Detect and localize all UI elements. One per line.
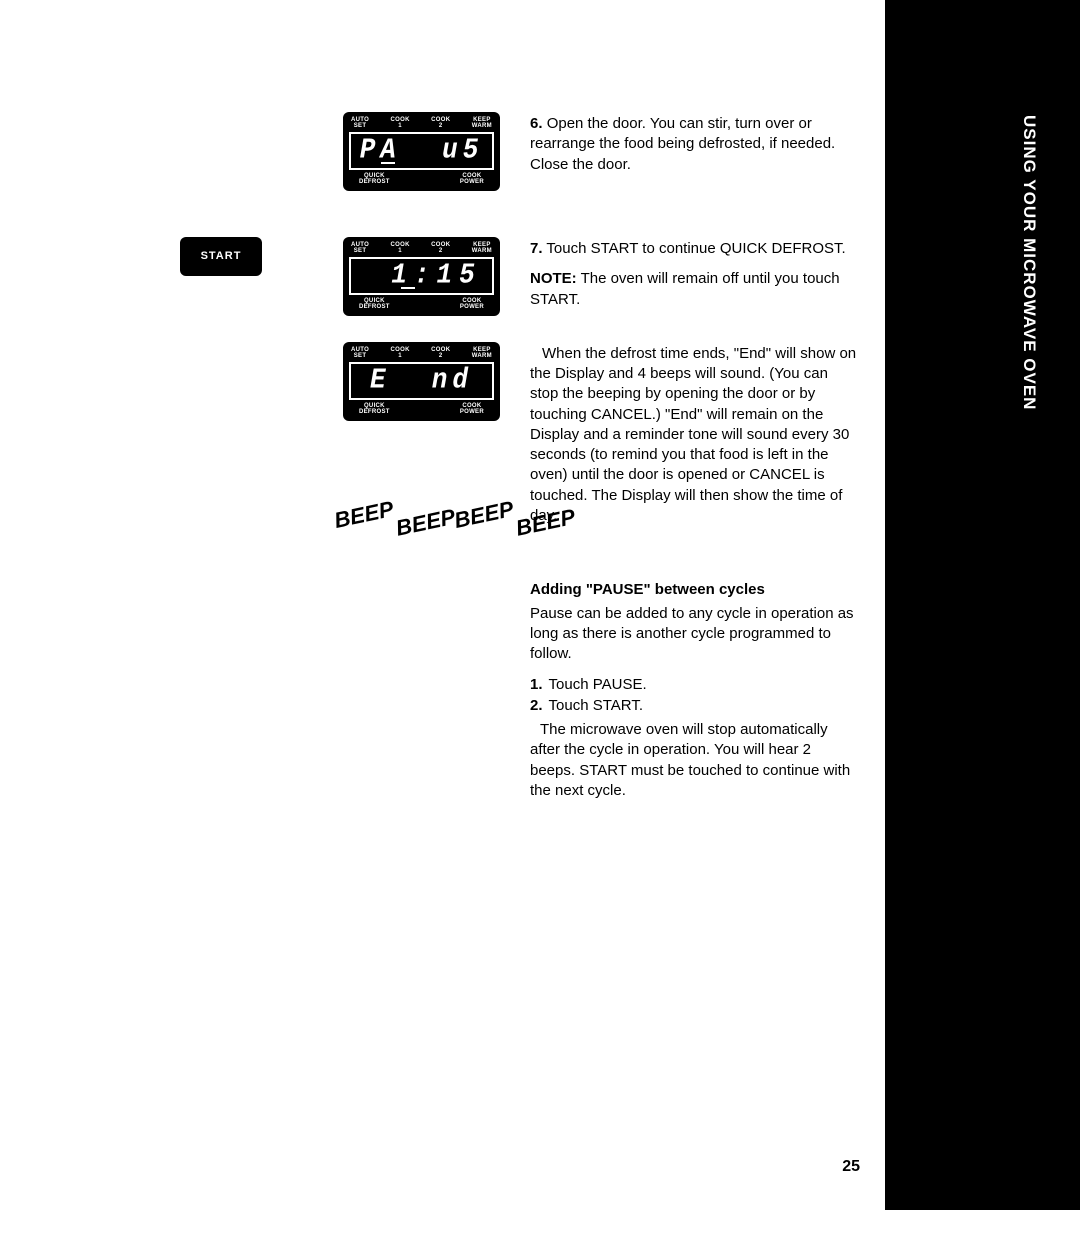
display-screen-3: E nd: [349, 362, 494, 400]
beep-3: BEEP: [452, 494, 517, 535]
row-step-6: AUTO SET COOK 1 COOK 2 KEEP WARM PA u5 Q…: [180, 112, 860, 191]
page-number: 25: [842, 1156, 860, 1178]
beep-2: BEEP: [393, 502, 458, 543]
note: NOTE: The oven will remain off until you…: [530, 269, 860, 310]
step-6-num: 6.: [530, 115, 543, 132]
label-auto-set: AUTO SET: [351, 117, 369, 129]
display-text-3: E nd: [370, 361, 473, 400]
step-6: 6. Open the door. You can stir, turn ove…: [530, 114, 860, 175]
pause-step-1-text: Touch PAUSE.: [549, 675, 647, 695]
label-cook-2: COOK 2: [431, 242, 450, 254]
display-panel-3: AUTO SET COOK 1 COOK 2 KEEP WARM E nd QU…: [343, 342, 500, 421]
step-7: 7. Touch START to continue QUICK DEFROST…: [530, 239, 860, 259]
display-screen-1: PA u5: [349, 132, 494, 170]
note-label: NOTE:: [530, 270, 577, 287]
pause-intro: Pause can be added to any cycle in opera…: [530, 604, 860, 665]
row-pause-section: Adding "PAUSE" between cycles Pause can …: [180, 578, 860, 802]
label-cook-1: COOK 1: [391, 117, 410, 129]
side-tab: USING YOUR MICROWAVE OVEN: [885, 0, 1080, 1210]
page-content: AUTO SET COOK 1 COOK 2 KEEP WARM PA u5 Q…: [180, 112, 860, 817]
note-text: The oven will remain off until you touch…: [530, 270, 840, 307]
label-cook-2: COOK 2: [431, 347, 450, 359]
pause-heading: Adding "PAUSE" between cycles: [530, 580, 860, 600]
step-7-num: 7.: [530, 240, 543, 257]
pause-step-2-text: Touch START.: [549, 696, 643, 716]
label-cook-2: COOK 2: [431, 117, 450, 129]
step-7-text: Touch START to continue QUICK DEFROST.: [546, 240, 845, 257]
label-auto-set: AUTO SET: [351, 242, 369, 254]
label-cook-power: COOK POWER: [460, 173, 484, 185]
label-auto-set: AUTO SET: [351, 347, 369, 359]
label-quick-defrost: QUICK DEFROST: [359, 173, 390, 185]
pause-step-2: 2. Touch START.: [530, 696, 860, 716]
pause-step-1: 1. Touch PAUSE.: [530, 675, 860, 695]
step-6-text: Open the door. You can stir, turn over o…: [530, 115, 835, 173]
start-button[interactable]: START: [180, 237, 262, 276]
beep-4: BEEP: [514, 502, 579, 543]
label-keep-warm: KEEP WARM: [472, 242, 492, 254]
label-cook-1: COOK 1: [391, 347, 410, 359]
label-quick-defrost: QUICK DEFROST: [359, 403, 390, 415]
pause-after: The microwave oven will stop automatical…: [530, 720, 860, 801]
display-screen-2: 1:15: [349, 257, 494, 295]
label-cook-1: COOK 1: [391, 242, 410, 254]
beep-1: BEEP: [332, 494, 397, 535]
display-text-2: 1:15: [361, 257, 481, 296]
label-keep-warm: KEEP WARM: [472, 117, 492, 129]
end-paragraph: When the defrost time ends, "End" will s…: [530, 344, 860, 526]
display-panel-1: AUTO SET COOK 1 COOK 2 KEEP WARM PA u5 Q…: [343, 112, 500, 191]
label-cook-power: COOK POWER: [460, 298, 484, 310]
row-step-7: START AUTO SET COOK 1 COOK 2 KEEP WARM 1…: [180, 237, 860, 320]
display-text-1: PA u5: [360, 132, 484, 171]
display-panel-2: AUTO SET COOK 1 COOK 2 KEEP WARM 1:15 QU…: [343, 237, 500, 316]
label-quick-defrost: QUICK DEFROST: [359, 298, 390, 310]
label-cook-power: COOK POWER: [460, 403, 484, 415]
label-keep-warm: KEEP WARM: [472, 347, 492, 359]
side-tab-label: USING YOUR MICROWAVE OVEN: [1017, 115, 1040, 410]
pause-step-2-num: 2.: [530, 696, 543, 716]
pause-step-1-num: 1.: [530, 675, 543, 695]
